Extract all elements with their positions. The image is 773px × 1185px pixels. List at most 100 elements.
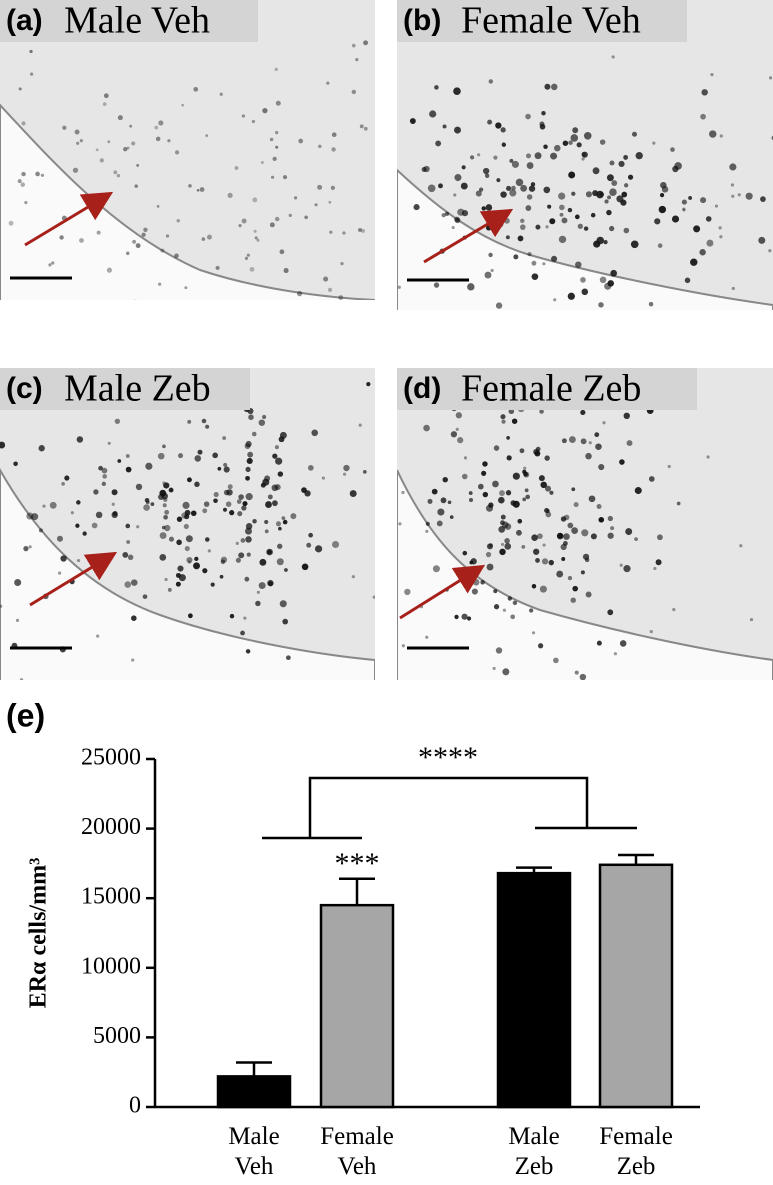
arrow xyxy=(24,191,114,247)
cell xyxy=(296,290,303,297)
cell xyxy=(285,655,291,661)
cell xyxy=(269,222,275,228)
cell xyxy=(74,129,80,135)
cell xyxy=(301,563,309,571)
cell xyxy=(510,614,516,620)
cell xyxy=(308,532,313,538)
cell xyxy=(240,630,245,636)
bar xyxy=(598,863,674,1109)
cell xyxy=(626,440,633,447)
cell xyxy=(246,457,253,465)
annotation: **** xyxy=(418,741,478,774)
cell xyxy=(163,514,168,520)
cell xyxy=(567,292,575,300)
cell xyxy=(499,548,506,556)
cell xyxy=(606,174,614,182)
cell xyxy=(193,86,199,92)
cell xyxy=(607,515,614,522)
cell xyxy=(604,199,609,204)
cell xyxy=(159,554,167,561)
cell xyxy=(598,463,605,471)
cell xyxy=(517,518,523,524)
cell xyxy=(95,511,103,519)
cell xyxy=(413,204,420,211)
cell xyxy=(437,508,445,516)
cell xyxy=(251,431,257,437)
cell xyxy=(553,657,559,664)
cell xyxy=(142,594,148,599)
cell xyxy=(596,504,602,509)
cell xyxy=(184,286,188,290)
cell xyxy=(64,475,70,481)
cell xyxy=(648,476,655,482)
cell xyxy=(184,545,190,552)
cell xyxy=(610,526,615,531)
cell xyxy=(204,537,210,542)
cell xyxy=(505,235,510,240)
cell xyxy=(485,551,492,558)
cell xyxy=(484,271,492,279)
cell xyxy=(492,666,496,671)
cell xyxy=(511,418,518,424)
cell xyxy=(493,445,500,451)
cell xyxy=(112,510,118,516)
cell xyxy=(136,164,140,167)
cell xyxy=(338,295,344,300)
cell xyxy=(453,193,457,197)
cell xyxy=(197,449,203,455)
cell xyxy=(517,235,524,242)
label-bg xyxy=(0,0,258,42)
cell xyxy=(321,476,326,480)
cell xyxy=(577,223,583,229)
cell xyxy=(500,514,506,520)
cell xyxy=(609,188,617,196)
cell xyxy=(30,72,34,76)
cell xyxy=(21,171,26,177)
cell xyxy=(455,427,459,432)
cell xyxy=(194,481,200,487)
cell xyxy=(301,487,307,493)
cell xyxy=(568,171,576,179)
cell xyxy=(562,140,569,146)
cell xyxy=(581,288,589,296)
micrograph xyxy=(0,0,375,300)
cell xyxy=(635,152,643,160)
cell xyxy=(328,200,332,204)
cell xyxy=(363,126,368,131)
cell xyxy=(511,185,516,191)
cell xyxy=(304,215,308,220)
x-tick-label: Female Zeb xyxy=(599,1123,673,1180)
cell xyxy=(249,266,255,272)
cell xyxy=(210,582,215,587)
cell xyxy=(14,578,22,586)
cell xyxy=(243,616,247,620)
cell xyxy=(554,687,559,692)
cell xyxy=(522,469,527,474)
cell xyxy=(560,516,567,522)
cell xyxy=(143,227,148,232)
cell xyxy=(535,558,540,563)
arrow xyxy=(423,208,514,264)
cell xyxy=(79,139,83,143)
cell xyxy=(545,485,552,492)
cell xyxy=(386,432,391,437)
panel-letter: (a) xyxy=(6,4,43,37)
cell xyxy=(355,58,359,62)
arrow xyxy=(29,551,118,607)
cell xyxy=(288,213,292,217)
cell xyxy=(330,185,335,190)
cell xyxy=(500,542,505,547)
cell xyxy=(596,640,602,646)
cell xyxy=(366,382,371,387)
cell xyxy=(479,187,484,192)
cell xyxy=(557,532,563,539)
y-tick-label: 25000 xyxy=(81,745,141,771)
cell xyxy=(534,450,541,457)
cell xyxy=(31,513,39,521)
cell xyxy=(590,533,597,540)
cell xyxy=(132,239,137,244)
cell xyxy=(549,490,554,495)
cell xyxy=(495,220,504,228)
micrograph xyxy=(0,368,391,680)
cell xyxy=(125,454,130,458)
